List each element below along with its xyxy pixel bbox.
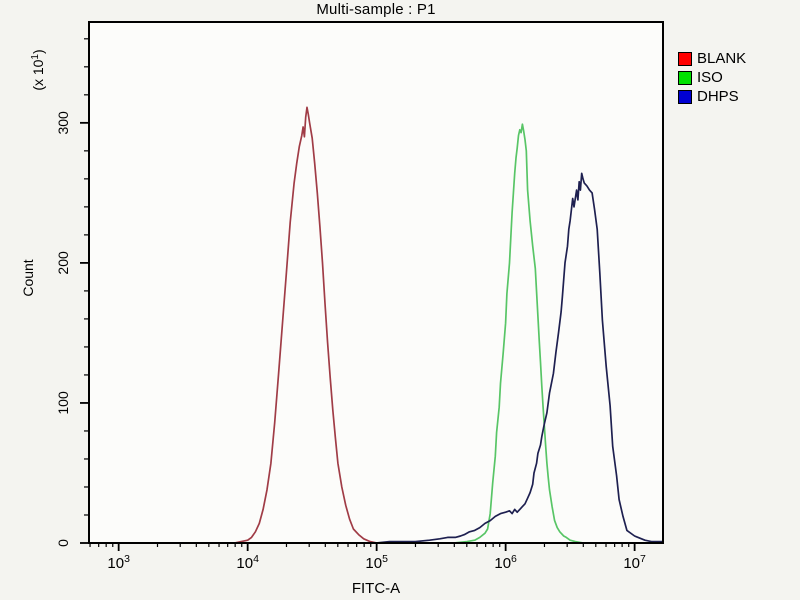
x-axis-tick-labels: 103 104 105 106 107 bbox=[107, 553, 646, 572]
svg-text:200: 200 bbox=[55, 251, 71, 275]
legend-item-blank: BLANK bbox=[678, 50, 747, 67]
plot-area bbox=[89, 22, 663, 543]
svg-text:105: 105 bbox=[365, 553, 388, 572]
legend-label-blank: BLANK bbox=[697, 50, 747, 67]
y-axis-ticks bbox=[80, 38, 89, 544]
legend-swatch-iso bbox=[678, 71, 692, 85]
svg-text:103: 103 bbox=[107, 553, 130, 572]
legend-label-iso: ISO bbox=[697, 69, 723, 86]
svg-text:106: 106 bbox=[494, 553, 517, 572]
y-axis-unit-label: (x 101) bbox=[30, 49, 46, 90]
svg-text:Count: Count bbox=[20, 259, 36, 296]
legend-swatch-blank bbox=[678, 52, 692, 66]
y-axis-tick-labels: 0 100 200 300 bbox=[55, 111, 71, 547]
x-axis-label: FITC-A bbox=[352, 580, 400, 597]
legend: BLANK ISO DHPS bbox=[678, 50, 747, 109]
series-curves bbox=[89, 106, 663, 543]
series-curve-dhps bbox=[89, 172, 663, 543]
x-axis-ticks bbox=[89, 543, 636, 551]
series-curve-blank bbox=[89, 106, 663, 543]
svg-text:104: 104 bbox=[236, 553, 259, 572]
legend-item-dhps: DHPS bbox=[678, 88, 746, 105]
plot-frame bbox=[88, 21, 664, 544]
series-curve-iso bbox=[89, 123, 663, 543]
svg-text:300: 300 bbox=[55, 111, 71, 135]
y-axis-label: Count bbox=[20, 259, 36, 296]
svg-text:107: 107 bbox=[623, 553, 646, 572]
svg-text:(x 101): (x 101) bbox=[30, 49, 46, 90]
svg-text:100: 100 bbox=[55, 391, 71, 415]
legend-swatch-dhps bbox=[678, 90, 692, 104]
chart-title: Multi-sample : P1 bbox=[316, 1, 436, 18]
svg-text:0: 0 bbox=[55, 539, 71, 547]
legend-item-iso: ISO bbox=[678, 69, 746, 86]
legend-label-dhps: DHPS bbox=[697, 88, 739, 105]
